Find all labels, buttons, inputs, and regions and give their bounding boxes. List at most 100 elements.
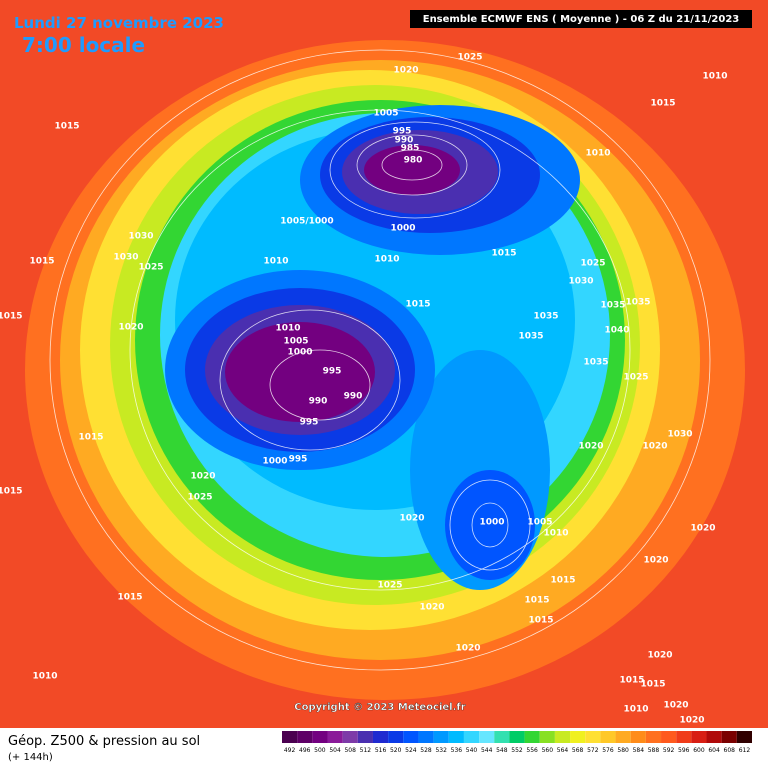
copyright: Copyright © 2023 Meteociel.fr (294, 702, 465, 713)
scale-swatch (403, 731, 419, 743)
scale-label: 608 (724, 747, 736, 754)
isobar-label: 1015 (78, 433, 103, 443)
scale-label: 512 (360, 747, 372, 754)
scale-label: 568 (572, 747, 584, 754)
isobar-label: 1025 (457, 53, 482, 63)
scale-label: 508 (344, 747, 356, 754)
scale-label: 600 (693, 747, 705, 754)
scale-swatch (691, 731, 707, 743)
isobars (49, 49, 711, 671)
isobar-label: 1020 (118, 323, 143, 333)
isobar-label: 1015 (550, 576, 575, 586)
isobar-label: 1020 (690, 524, 715, 534)
scale-label: 564 (557, 747, 569, 754)
scale-label: 500 (314, 747, 326, 754)
isobar-label: 1015 (619, 676, 644, 686)
isobar-label: 1010 (263, 257, 288, 267)
scale-label: 532 (435, 747, 447, 754)
scale-swatch (721, 731, 737, 743)
lead-time: (+ 144h) (8, 752, 53, 763)
scale-label: 604 (708, 747, 720, 754)
scale-swatch (463, 731, 480, 743)
isobar-label: 1035 (533, 312, 558, 322)
isobar-label: 1020 (419, 603, 444, 613)
scale-label: 548 (496, 747, 508, 754)
isobar-label: 990 (344, 392, 363, 402)
scale-swatch (645, 731, 662, 743)
isobar (381, 149, 443, 181)
isobar (269, 349, 371, 421)
isobar-label: 990 (395, 136, 414, 146)
color-scale: 492 496 500 504 508 512 516 520 524 528 532 536 540 5… (282, 731, 752, 754)
isobar-label: 1015 (0, 487, 23, 497)
isobar-label: 1010 (585, 149, 610, 159)
isobar-label: 980 (404, 156, 423, 166)
map-subtitle: 7:00 locale (22, 33, 145, 57)
isobar-label: 1015 (117, 593, 142, 603)
isobar-label: 1020 (190, 472, 215, 482)
isobar-label: 1010 (374, 255, 399, 265)
scale-label: 588 (648, 747, 660, 754)
scale-swatch (570, 731, 586, 743)
isobar-label: 1015 (0, 312, 23, 322)
scale-label: 544 (481, 747, 493, 754)
isobar-label: 1020 (399, 514, 424, 524)
isobar-label: 1000 (390, 224, 415, 234)
isobar (329, 121, 501, 219)
scale-swatch (327, 731, 343, 743)
scale-label: 516 (375, 747, 387, 754)
isobar-label: 1025 (580, 259, 605, 269)
isobar-label: 1030 (667, 430, 692, 440)
scale-label: 584 (633, 747, 645, 754)
isobar-label: 1015 (528, 616, 553, 626)
scale-label: 528 (420, 747, 432, 754)
isobar-label: 1035 (625, 298, 650, 308)
scale-label: 596 (678, 747, 690, 754)
isobar (356, 134, 468, 196)
scale-label: 592 (663, 747, 675, 754)
isobar-label: 1010 (275, 324, 300, 334)
isobar-label: 1015 (405, 300, 430, 310)
isobar-label: 1025 (623, 373, 648, 383)
isobar-label: 1020 (578, 442, 603, 452)
scale-label: 496 (299, 747, 311, 754)
scale-swatch (554, 731, 571, 743)
isobar-label: 1030 (128, 232, 153, 242)
scale-label: 504 (329, 747, 341, 754)
scale-swatch (388, 731, 404, 743)
scale-swatch (676, 731, 692, 743)
scale-swatch (661, 731, 677, 743)
model-banner (410, 10, 752, 28)
isobar-label: 1015 (640, 680, 665, 690)
isobar-label: 1005 (527, 518, 552, 528)
isobar-label: 1010 (702, 72, 727, 82)
isobar-label: 1020 (642, 442, 667, 452)
scale-swatch (297, 731, 313, 743)
isobar-label: 1005 (373, 109, 398, 119)
scale-swatch (418, 731, 434, 743)
isobar-label: 1005/1000 (280, 217, 333, 227)
isobar-label: 1010 (32, 672, 57, 682)
isobar-label: 1020 (393, 66, 418, 76)
isobar-label: 1015 (54, 122, 79, 132)
scale-swatch (312, 731, 328, 743)
scale-swatch (585, 731, 601, 743)
isobar-label: 1030 (113, 253, 138, 263)
scale-label: 572 (587, 747, 599, 754)
field-layer (225, 322, 375, 422)
scale-label: 612 (739, 747, 751, 754)
scale-label: 580 (617, 747, 629, 754)
isobar-labels: 1020102510101015101510059959909859801010… (0, 53, 728, 726)
scale-swatch (372, 731, 389, 743)
scale-swatch (282, 731, 298, 743)
isobar-label: 995 (393, 127, 412, 137)
isobar-label: 1035 (600, 301, 625, 311)
scale-swatch (448, 731, 464, 743)
isobar-label: 1025 (377, 581, 402, 591)
isobar (449, 479, 531, 571)
isobar-label: 1015 (650, 99, 675, 109)
scale-swatch (494, 731, 510, 743)
scale-swatch (615, 731, 631, 743)
isobar (471, 502, 509, 548)
isobar (49, 49, 711, 671)
